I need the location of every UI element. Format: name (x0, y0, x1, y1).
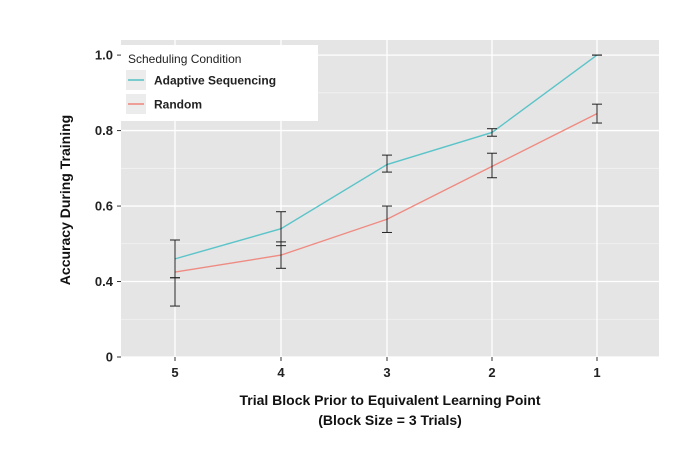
error-bar (276, 241, 286, 269)
x-tick-label: 1 (593, 365, 600, 380)
y-axis-title: Accuracy During Training (57, 115, 73, 285)
x-tick-label: 5 (171, 365, 178, 380)
legend-box (121, 45, 318, 121)
error-bar (487, 128, 497, 137)
y-tick-label: 0.6 (95, 199, 113, 214)
legend: Scheduling Condition Adaptive Sequencing… (121, 45, 318, 121)
legend-label: Random (154, 98, 202, 112)
x-axis: 5 4 3 2 1 (171, 357, 601, 380)
legend-title: Scheduling Condition (128, 52, 241, 66)
y-tick-label: 0 (106, 350, 113, 365)
error-bars (170, 54, 602, 307)
error-bar (487, 152, 497, 179)
error-bar (592, 103, 602, 124)
error-bar (170, 277, 180, 307)
error-bar (382, 154, 392, 173)
y-tick-label: 0.8 (95, 123, 113, 138)
x-axis-title-line-1: Trial Block Prior to Equivalent Learning… (239, 392, 540, 408)
x-tick-label: 4 (277, 365, 285, 380)
x-tick-label: 3 (383, 365, 390, 380)
x-tick-label: 2 (488, 365, 495, 380)
y-tick-label: 1.0 (95, 48, 113, 63)
x-axis-title-line-2: (Block Size = 3 Trials) (318, 412, 462, 428)
error-bar (382, 205, 392, 233)
y-tick-label: 0.4 (95, 274, 114, 289)
legend-label: Adaptive Sequencing (154, 74, 276, 88)
y-axis: 0 0.4 0.6 0.8 1.0 (95, 48, 121, 365)
